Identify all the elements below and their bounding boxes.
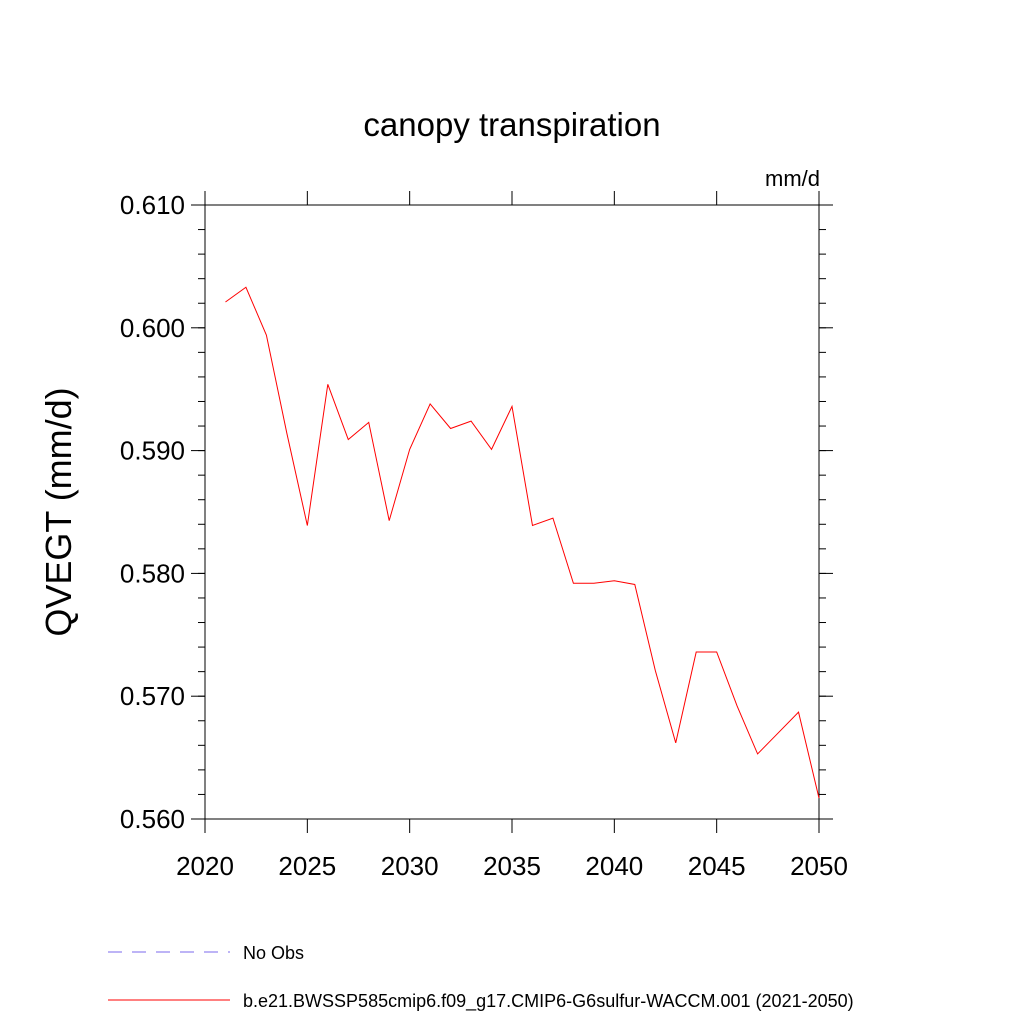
x-tick-label: 2050 bbox=[790, 851, 848, 881]
x-tick-label: 2020 bbox=[176, 851, 234, 881]
units-label: mm/d bbox=[765, 166, 820, 191]
axis-ticks bbox=[191, 191, 833, 833]
y-axis-label: QVEGT (mm/d) bbox=[38, 387, 79, 636]
plot-frame bbox=[204, 204, 820, 820]
x-tick-label: 2045 bbox=[688, 851, 746, 881]
series-line bbox=[225, 286, 820, 799]
y-tick-label: 0.560 bbox=[120, 804, 185, 834]
y-tick-labels: 0.560 0.570 0.580 0.590 0.600 0.610 bbox=[120, 190, 185, 834]
legend: No Obs b.e21.BWSSP585cmip6.f09_g17.CMIP6-… bbox=[108, 943, 854, 1012]
y-tick-label: 0.570 bbox=[120, 681, 185, 711]
legend-label: b.e21.BWSSP585cmip6.f09_g17.CMIP6-G6sulf… bbox=[243, 991, 854, 1012]
x-tick-labels: 2020 2025 2030 2035 2040 2045 2050 bbox=[176, 851, 848, 881]
chart-title: canopy transpiration bbox=[363, 106, 660, 143]
x-tick-label: 2030 bbox=[381, 851, 439, 881]
x-tick-label: 2025 bbox=[278, 851, 336, 881]
y-tick-label: 0.610 bbox=[120, 190, 185, 220]
y-tick-label: 0.580 bbox=[120, 558, 185, 588]
y-tick-label: 0.590 bbox=[120, 436, 185, 466]
y-tick-label: 0.600 bbox=[120, 313, 185, 343]
x-tick-label: 2040 bbox=[585, 851, 643, 881]
series-lines bbox=[225, 286, 820, 799]
x-tick-label: 2035 bbox=[483, 851, 541, 881]
legend-label: No Obs bbox=[243, 943, 304, 963]
